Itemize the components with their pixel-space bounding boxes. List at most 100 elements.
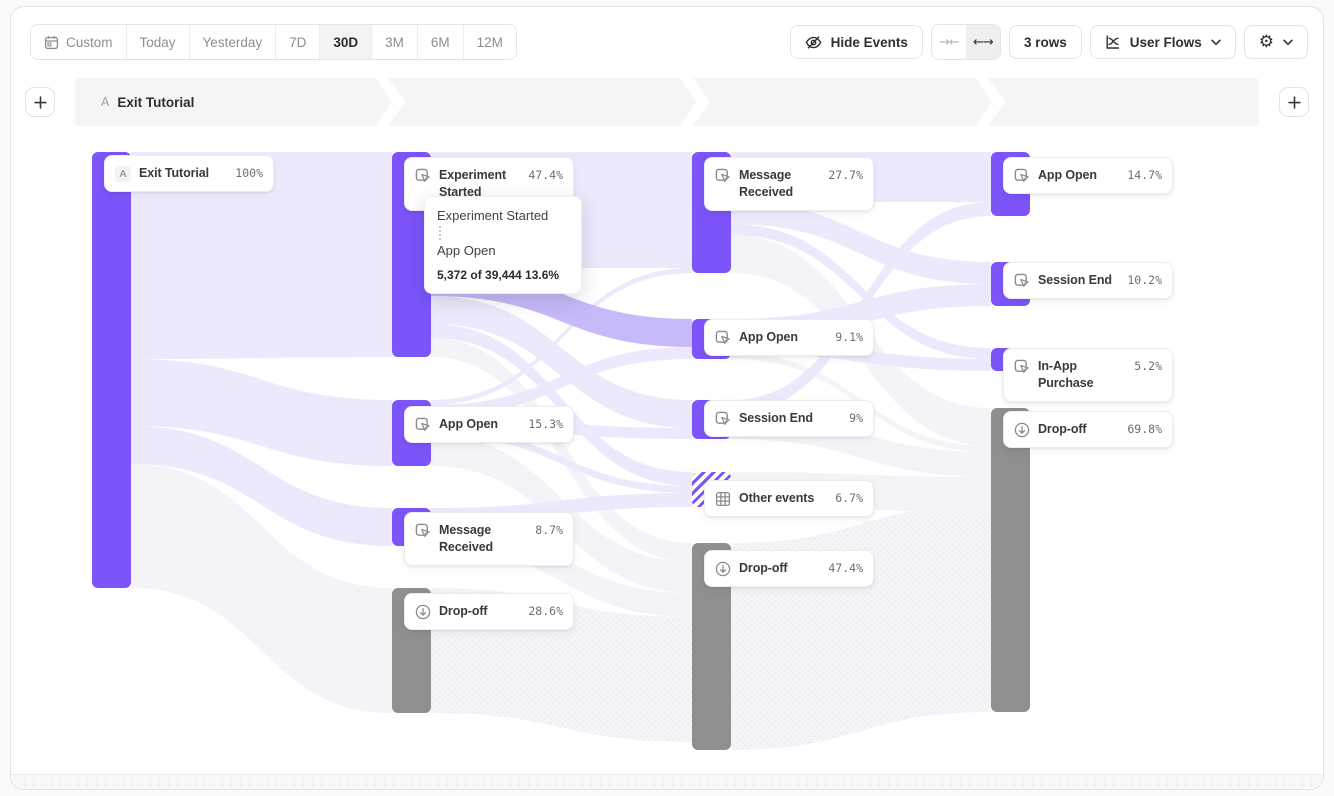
flow-link-experiment-started-to-other-events[interactable]	[431, 324, 692, 486]
add-step-right-button[interactable]	[1279, 87, 1309, 117]
flow-node-card-drop-off[interactable]: Drop-off 47.4%	[704, 550, 874, 587]
hide-events-label: Hide Events	[830, 34, 908, 50]
event-click-icon	[1014, 168, 1030, 184]
add-step-left-button[interactable]	[25, 87, 55, 117]
node-title: Message Received	[439, 523, 494, 554]
flow-link-message-received-to-session-end[interactable]	[731, 202, 991, 284]
flow-link-exit-tutorial-to-app-open[interactable]	[131, 359, 392, 466]
flow-node-card-app-open[interactable]: App Open 9.1%	[704, 319, 874, 356]
date-range-custom[interactable]: Custom	[31, 25, 127, 59]
settings-button[interactable]: ⚙	[1243, 25, 1308, 59]
date-range-yesterday[interactable]: Yesterday	[189, 25, 277, 59]
node-percentage: 15.3%	[528, 417, 563, 431]
flow-link-experiment-started-to-session-end[interactable]	[431, 296, 692, 428]
date-range-30d[interactable]: 30D	[320, 25, 373, 59]
node-bar-exit-tutorial[interactable]	[92, 152, 131, 588]
node-percentage: 5.2%	[1134, 359, 1162, 373]
chevron-separator	[975, 78, 1005, 126]
node-title: App Open	[739, 330, 798, 344]
chevron-separator	[375, 78, 405, 126]
event-click-icon	[415, 523, 431, 539]
node-title: Session End	[1038, 273, 1112, 287]
node-percentage: 8.7%	[535, 523, 563, 537]
flow-link-message-received-to-in-app-purchase[interactable]	[731, 224, 991, 359]
node-title: Experiment Started	[439, 168, 507, 199]
flow-link-exit-tutorial-to-experiment-started[interactable]	[131, 152, 392, 359]
node-title: Drop-off	[739, 561, 788, 575]
event-click-icon	[415, 417, 431, 433]
step-breadcrumb-bar[interactable]: A Exit Tutorial	[75, 78, 1259, 126]
node-title: In-App Purchase	[1038, 359, 1094, 390]
calendar-icon	[44, 35, 59, 50]
node-percentage: 47.4%	[528, 168, 563, 182]
toolbar-right-cluster: Hide Events →← ←→ 3 rows User Flows ⚙	[789, 24, 1308, 60]
bottom-gutter	[11, 774, 1323, 788]
node-title: Drop-off	[439, 604, 488, 618]
date-range-6m[interactable]: 6M	[417, 25, 464, 59]
date-range-12m[interactable]: 12M	[463, 25, 516, 59]
flow-link-exit-tutorial-to-message-received[interactable]	[131, 426, 392, 546]
flow-node-card-drop-off[interactable]: Drop-off 28.6%	[404, 593, 574, 630]
collapse-columns-icon[interactable]: →←	[939, 34, 960, 50]
node-bar-drop-off[interactable]	[991, 408, 1030, 712]
flow-link-drop-off-to-drop-off[interactable]	[731, 505, 991, 750]
step-letter: A	[101, 95, 110, 109]
drop-off-icon	[415, 604, 431, 620]
spacing-toggle: →← ←→	[930, 24, 1001, 60]
node-percentage: 27.7%	[828, 168, 863, 182]
flow-node-card-exit-tutorial[interactable]: A Exit Tutorial 100%	[104, 155, 274, 192]
rows-button[interactable]: 3 rows	[1008, 25, 1082, 59]
node-percentage: 47.4%	[828, 561, 863, 575]
step-letter-badge: A	[115, 166, 131, 182]
flow-link-exit-tutorial-to-drop-off[interactable]	[131, 464, 392, 713]
node-percentage: 69.8%	[1127, 422, 1162, 436]
chevron-separator	[680, 78, 710, 126]
flow-node-card-session-end[interactable]: Session End 10.2%	[1003, 262, 1173, 299]
node-percentage: 14.7%	[1127, 168, 1162, 182]
flow-node-card-message-received[interactable]: Message Received 8.7%	[404, 512, 574, 566]
flow-link-experiment-started-to-drop-off[interactable]	[431, 338, 692, 562]
flow-node-card-other-events[interactable]: Other events 6.7%	[704, 480, 874, 517]
chevron-down-icon	[1283, 39, 1293, 46]
node-percentage: 6.7%	[835, 491, 863, 505]
flow-node-card-message-received[interactable]: Message Received 27.7%	[704, 157, 874, 211]
event-click-icon	[715, 168, 731, 184]
tooltip-target-event: App Open	[437, 243, 496, 258]
flow-node-card-in-app-purchase[interactable]: In-App Purchase 5.2%	[1003, 348, 1173, 402]
breadcrumb: A Exit Tutorial	[101, 78, 194, 126]
event-click-icon	[715, 330, 731, 346]
plus-icon	[33, 95, 47, 109]
user-flows-icon	[1105, 34, 1121, 50]
node-title: Other events	[739, 491, 815, 505]
flow-link-app-open-to-other-events[interactable]	[431, 428, 692, 493]
node-title: Session End	[739, 411, 813, 425]
flow-link-app-open-to-message-received[interactable]	[431, 268, 692, 405]
flow-link-app-open-to-app-open[interactable]	[431, 347, 692, 417]
node-percentage: 100%	[235, 166, 263, 180]
drop-off-icon	[1014, 422, 1030, 438]
view-selector-button[interactable]: User Flows	[1089, 25, 1236, 59]
event-click-icon	[715, 411, 731, 427]
flow-node-card-session-end[interactable]: Session End 9%	[704, 400, 874, 437]
flow-node-card-app-open[interactable]: App Open 15.3%	[404, 406, 574, 443]
grid-icon	[715, 491, 731, 507]
hide-events-button[interactable]: Hide Events	[789, 25, 923, 59]
date-range-7d[interactable]: 7D	[276, 25, 321, 59]
tooltip-source-event: Experiment Started	[437, 208, 549, 223]
gear-icon: ⚙	[1258, 31, 1274, 52]
flow-node-card-drop-off[interactable]: Drop-off 69.8%	[1003, 411, 1173, 448]
plus-icon	[1287, 95, 1301, 109]
drop-off-icon	[715, 561, 731, 577]
date-range-control: Custom Today Yesterday 7D 30D 3M 6M 12M	[30, 24, 517, 60]
node-title: Message Received	[739, 168, 794, 199]
node-percentage: 9%	[849, 411, 863, 425]
node-title: Exit Tutorial	[139, 166, 210, 180]
tooltip-connector	[439, 226, 441, 240]
flow-node-card-app-open[interactable]: App Open 14.7%	[1003, 157, 1173, 194]
expand-columns-icon[interactable]: ←→	[965, 25, 1000, 59]
date-range-label: Custom	[66, 34, 113, 50]
date-range-today[interactable]: Today	[126, 25, 190, 59]
date-range-3m[interactable]: 3M	[372, 25, 418, 59]
node-title: App Open	[1038, 168, 1097, 182]
event-click-icon	[1014, 359, 1030, 375]
